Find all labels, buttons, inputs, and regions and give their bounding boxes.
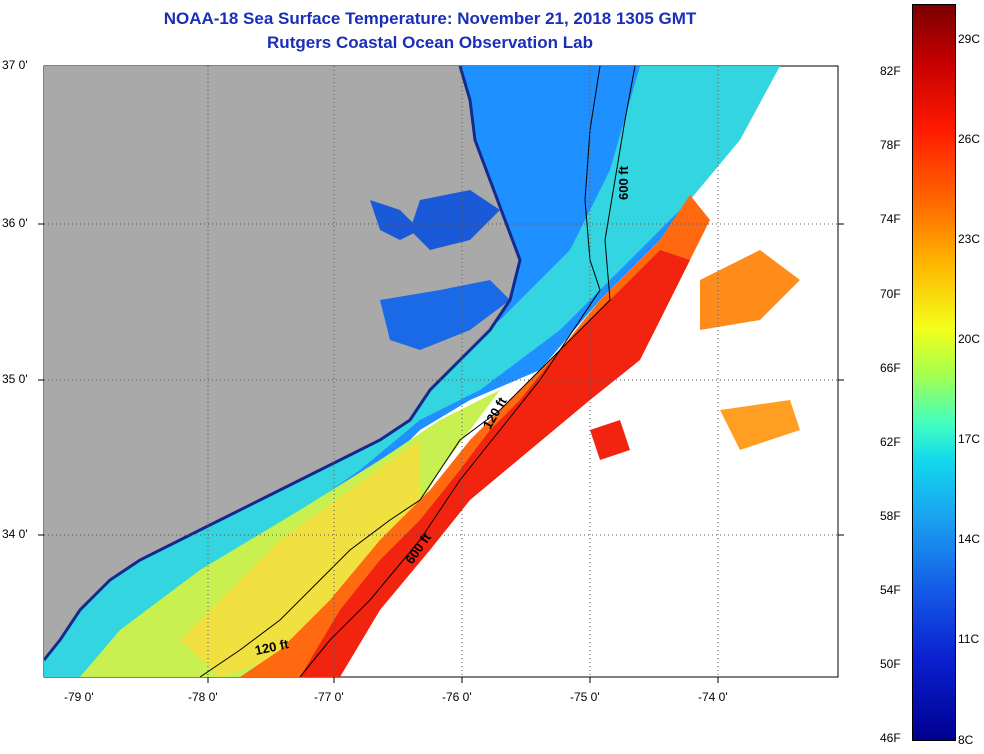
temperature-colorbar — [912, 4, 956, 741]
colorbar-f-66: 66F — [880, 361, 901, 375]
lat-label-37: 37 0' — [2, 58, 28, 72]
colorbar-c-23: 23C — [958, 232, 981, 246]
colorbar-f-58: 58F — [880, 509, 901, 523]
lon-label-75: -75 0' — [570, 690, 600, 704]
yellow-water-field — [80, 390, 500, 677]
colorbar-c-20: 20C — [958, 332, 981, 346]
cyan-water-field — [44, 66, 780, 677]
lat-label-35: 35 0' — [2, 372, 28, 386]
colorbar-f-74: 74F — [880, 212, 901, 226]
lon-label-79: -79 0' — [64, 690, 94, 704]
colorbar-f-78: 78F — [880, 138, 901, 152]
colorbar-f-46: 46F — [880, 731, 901, 745]
colorbar-f-82: 82F — [880, 64, 901, 78]
lon-label-78: -78 0' — [188, 690, 218, 704]
contour-label-120-south: 120 ft — [254, 636, 291, 658]
lon-label-74: -74 0' — [698, 690, 728, 704]
land-mass — [44, 66, 520, 660]
map-subtitle: Rutgers Coastal Ocean Observation Lab — [267, 33, 593, 52]
colorbar-c-11: 11C — [958, 632, 980, 646]
contour-120ft — [199, 66, 636, 677]
colorbar-c-14: 14C — [958, 532, 981, 546]
map-title: NOAA-18 Sea Surface Temperature: Novembe… — [163, 9, 697, 28]
grid-lines — [44, 66, 838, 677]
contour-label-600-north: 600 ft — [616, 165, 631, 200]
colorbar-c-8: 8C — [958, 733, 974, 747]
warm-water-field — [240, 195, 800, 677]
colorbar-f-54: 54F — [880, 583, 901, 597]
coastline — [44, 66, 522, 661]
lon-label-77: -77 0' — [314, 690, 344, 704]
colorbar-f-70: 70F — [880, 287, 901, 301]
colorbar-c-29: 29C — [958, 32, 981, 46]
lon-label-76: -76 0' — [442, 690, 472, 704]
lat-label-34: 34 0' — [2, 527, 28, 541]
lat-label-36: 36 0' — [2, 216, 28, 230]
colorbar-f-50: 50F — [880, 657, 901, 671]
frame-ticks — [38, 223, 844, 683]
colorbar-c-17: 17C — [958, 432, 981, 446]
colorbar-f-62: 62F — [880, 435, 901, 449]
colorbar-c-26: 26C — [958, 132, 981, 146]
